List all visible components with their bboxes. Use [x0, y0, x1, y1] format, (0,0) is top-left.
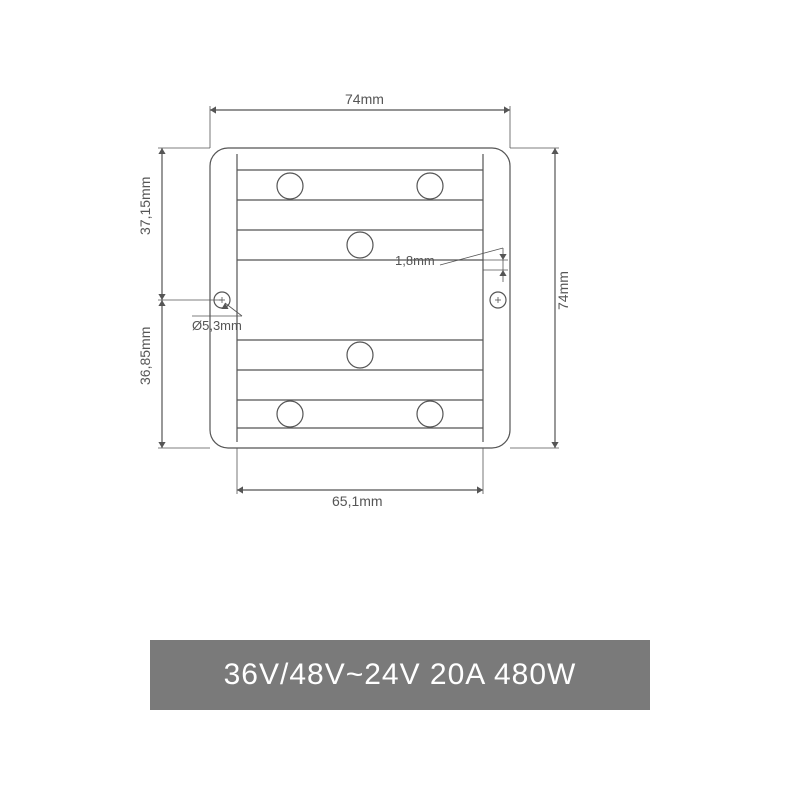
svg-text:37,15mm: 37,15mm — [137, 177, 153, 235]
spec-text: 36V/48V~24V 20A 480W — [224, 658, 577, 692]
svg-text:1,8mm: 1,8mm — [395, 253, 435, 268]
svg-text:74mm: 74mm — [345, 91, 384, 107]
technical-drawing: 74mm 65,1mm 74mm 37,15mm 36,85mm Ø5,3mm 1,8mm — [0, 0, 800, 600]
svg-text:36,85mm: 36,85mm — [137, 327, 153, 385]
svg-text:74mm: 74mm — [555, 271, 571, 310]
svg-text:Ø5,3mm: Ø5,3mm — [192, 318, 242, 333]
svg-text:65,1mm: 65,1mm — [332, 493, 383, 509]
spec-label: 36V/48V~24V 20A 480W — [150, 640, 650, 710]
